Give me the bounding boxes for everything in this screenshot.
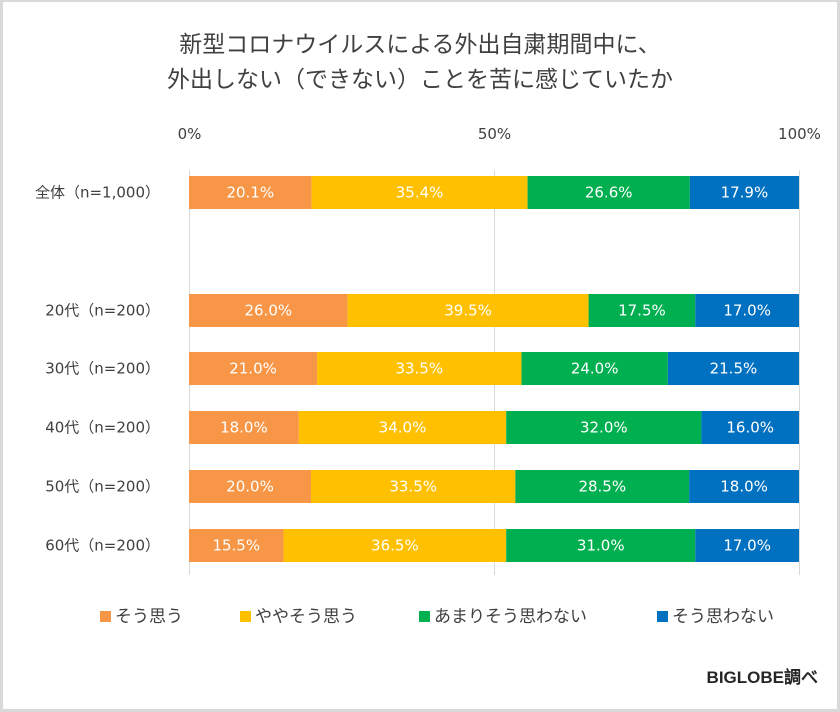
bar-segment	[527, 176, 690, 209]
bar-segment	[298, 411, 507, 444]
bar-segment	[506, 411, 702, 444]
category-label: 60代（n=200）	[45, 537, 160, 555]
bar-data-label: 33.5%	[395, 360, 443, 378]
bar-data-label: 28.5%	[578, 478, 626, 496]
legend-swatch-soumou	[100, 611, 111, 622]
bar-data-label: 39.5%	[444, 302, 492, 320]
bar-data-label: 18.0%	[220, 419, 268, 437]
bar-data-label: 21.0%	[229, 360, 277, 378]
chart-title-line-1: 新型コロナウイルスによる外出自粛期間中に、	[179, 32, 661, 58]
legend-swatch-amari	[419, 611, 430, 622]
bar-segment	[189, 294, 348, 327]
bar-segment	[521, 352, 668, 385]
x-tick-label: 50%	[478, 125, 511, 143]
category-label: 40代（n=200）	[45, 419, 160, 437]
legend-label: そう思う	[115, 607, 183, 627]
bar-segment	[317, 352, 522, 385]
bar-segment	[667, 352, 799, 385]
bar-data-label: 35.4%	[396, 184, 444, 202]
bar-segment	[506, 529, 696, 562]
bar-data-label: 36.5%	[371, 537, 419, 555]
bar-segment	[347, 294, 589, 327]
bar-data-label: 20.0%	[226, 478, 274, 496]
bar-data-label: 20.1%	[226, 184, 274, 202]
bar-data-label: 16.0%	[726, 419, 774, 437]
legend-label: あまりそう思わない	[434, 607, 587, 627]
bar-segment	[689, 176, 799, 209]
bar-data-label: 26.6%	[585, 184, 633, 202]
bar-data-label: 21.5%	[710, 360, 758, 378]
legend-item-soumou: そう思う	[100, 602, 183, 627]
bar-segment	[189, 176, 312, 209]
bar-segment	[701, 411, 799, 444]
legend-label: そう思わない	[672, 607, 774, 627]
bar-segment	[695, 529, 799, 562]
bar-data-label: 17.0%	[723, 537, 771, 555]
bar-segment	[695, 294, 799, 327]
category-label: 全体（n=1,000）	[35, 184, 160, 202]
legend-item-yaya: ややそう思う	[240, 602, 357, 627]
bar-segment	[311, 176, 528, 209]
bar-segment	[283, 529, 507, 562]
bar-segment	[189, 411, 299, 444]
bar-data-label: 17.9%	[721, 184, 769, 202]
x-tick-label: 100%	[778, 125, 821, 143]
bar-data-label: 32.0%	[580, 419, 628, 437]
bar-data-label: 34.0%	[379, 419, 427, 437]
legend: そう思う ややそう思う あまりそう思わない そう思わない	[0, 602, 840, 628]
bar-data-label: 15.5%	[212, 537, 260, 555]
bar-data-label: 31.0%	[577, 537, 625, 555]
category-label: 20代（n=200）	[45, 302, 160, 320]
bar-data-label: 18.0%	[720, 478, 768, 496]
legend-swatch-yaya	[240, 611, 251, 622]
bar-segment	[189, 470, 311, 503]
bar-segment	[189, 352, 318, 385]
chart-title-line-2: 外出しない（できない）ことを苦に感じていたか	[167, 67, 673, 93]
chart-title: 新型コロナウイルスによる外出自粛期間中に、 外出しない（できない）ことを苦に感じ…	[0, 28, 840, 98]
bar-segment	[189, 529, 284, 562]
bar-segment	[588, 294, 696, 327]
legend-label: ややそう思う	[255, 607, 357, 627]
bar-data-label: 24.0%	[571, 360, 619, 378]
category-label: 50代（n=200）	[45, 478, 160, 496]
category-label: 30代（n=200）	[45, 360, 160, 378]
legend-item-omowanai: そう思わない	[657, 602, 774, 627]
legend-item-amari: あまりそう思わない	[419, 602, 587, 627]
legend-swatch-omowanai	[657, 611, 668, 622]
bar-data-label: 17.5%	[618, 302, 666, 320]
bar-segment	[689, 470, 799, 503]
bar-segment	[311, 470, 516, 503]
bar-data-label: 33.5%	[389, 478, 437, 496]
bar-data-label: 17.0%	[723, 302, 771, 320]
x-tick-label: 0%	[178, 125, 202, 143]
bar-data-label: 26.0%	[244, 302, 292, 320]
source-credit: BIGLOBE調べ	[706, 668, 818, 687]
bar-segment	[515, 470, 690, 503]
